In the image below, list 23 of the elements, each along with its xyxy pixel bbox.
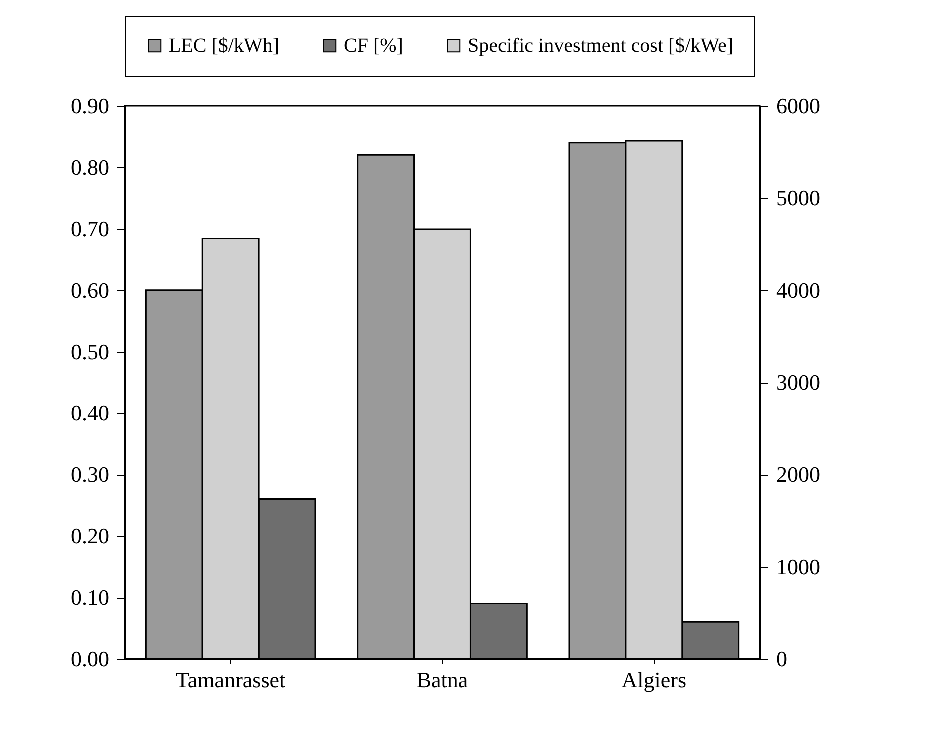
y2-tick-label: 3000 (776, 370, 820, 395)
y-tick-label: 0.50 (71, 339, 110, 364)
y-tick-label: 0.10 (71, 585, 110, 610)
y-tick-label: 0.80 (71, 154, 110, 180)
y-tick-label: 0.20 (71, 524, 110, 549)
y-tick-label: 0.60 (71, 278, 110, 303)
y-tick-label: 0.30 (71, 462, 110, 488)
y2-tick-label: 4000 (776, 278, 820, 303)
y2-tick-label: 1000 (776, 554, 820, 580)
legend-label: Specific investment cost [$/kWe] (468, 35, 734, 57)
x-tick-label: Algiers (622, 668, 687, 692)
y2-tick-label: 6000 (776, 94, 820, 118)
y-tick-label: 0.40 (71, 400, 110, 426)
y2-tick-label: 2000 (776, 462, 820, 488)
x-tick-label: Batna (416, 668, 468, 692)
y-tick-label: 0.70 (71, 216, 110, 242)
legend-label: LEC [$/kWh] (169, 35, 280, 57)
y2-tick-label: 5000 (776, 186, 820, 211)
y-tick-label: 0.90 (71, 94, 110, 118)
x-tick-label: Tamanrasset (176, 668, 286, 692)
legend-label: CF [%] (344, 35, 404, 57)
y2-tick-label: 0 (776, 646, 788, 672)
y-tick-label: 0.00 (71, 646, 110, 672)
